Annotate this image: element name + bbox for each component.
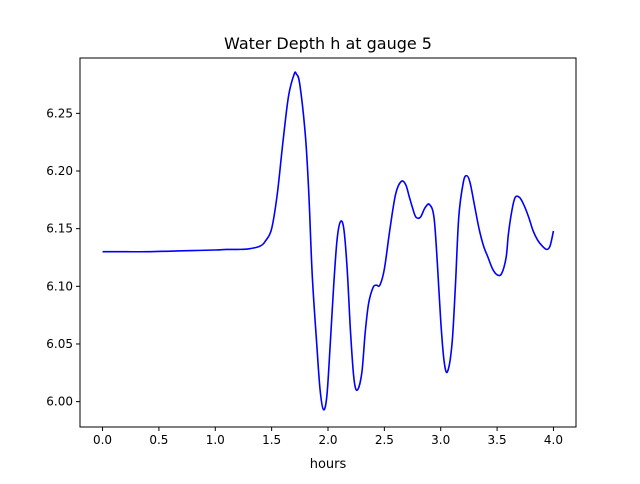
x-tick-label: 2.5 <box>375 433 394 447</box>
x-tick-label: 1.0 <box>206 433 225 447</box>
chart-title: Water Depth h at gauge 5 <box>224 34 432 53</box>
x-tick-label: 3.5 <box>488 433 507 447</box>
y-tick-label: 6.20 <box>46 164 73 178</box>
y-tick-label: 6.25 <box>46 106 73 120</box>
x-tick-label: 2.0 <box>318 433 337 447</box>
y-tick-label: 6.15 <box>46 222 73 236</box>
x-tick-label: 0.0 <box>93 433 112 447</box>
y-tick-label: 6.00 <box>46 395 73 409</box>
x-axis-label: hours <box>310 457 347 472</box>
x-tick-label: 1.5 <box>262 433 281 447</box>
x-tick-label: 4.0 <box>544 433 563 447</box>
x-tick-label: 3.0 <box>431 433 450 447</box>
plot-area-frame <box>79 57 577 428</box>
y-tick-label: 6.05 <box>46 337 73 351</box>
x-tick-label: 0.5 <box>149 433 168 447</box>
series-line <box>102 71 555 411</box>
axis-ticks: 0.0 0.5 1.0 1.5 2.0 2.5 3.0 3.5 4.0 6.00 6.05 6.10 6… <box>46 106 563 447</box>
y-tick-label: 6.10 <box>46 279 73 293</box>
